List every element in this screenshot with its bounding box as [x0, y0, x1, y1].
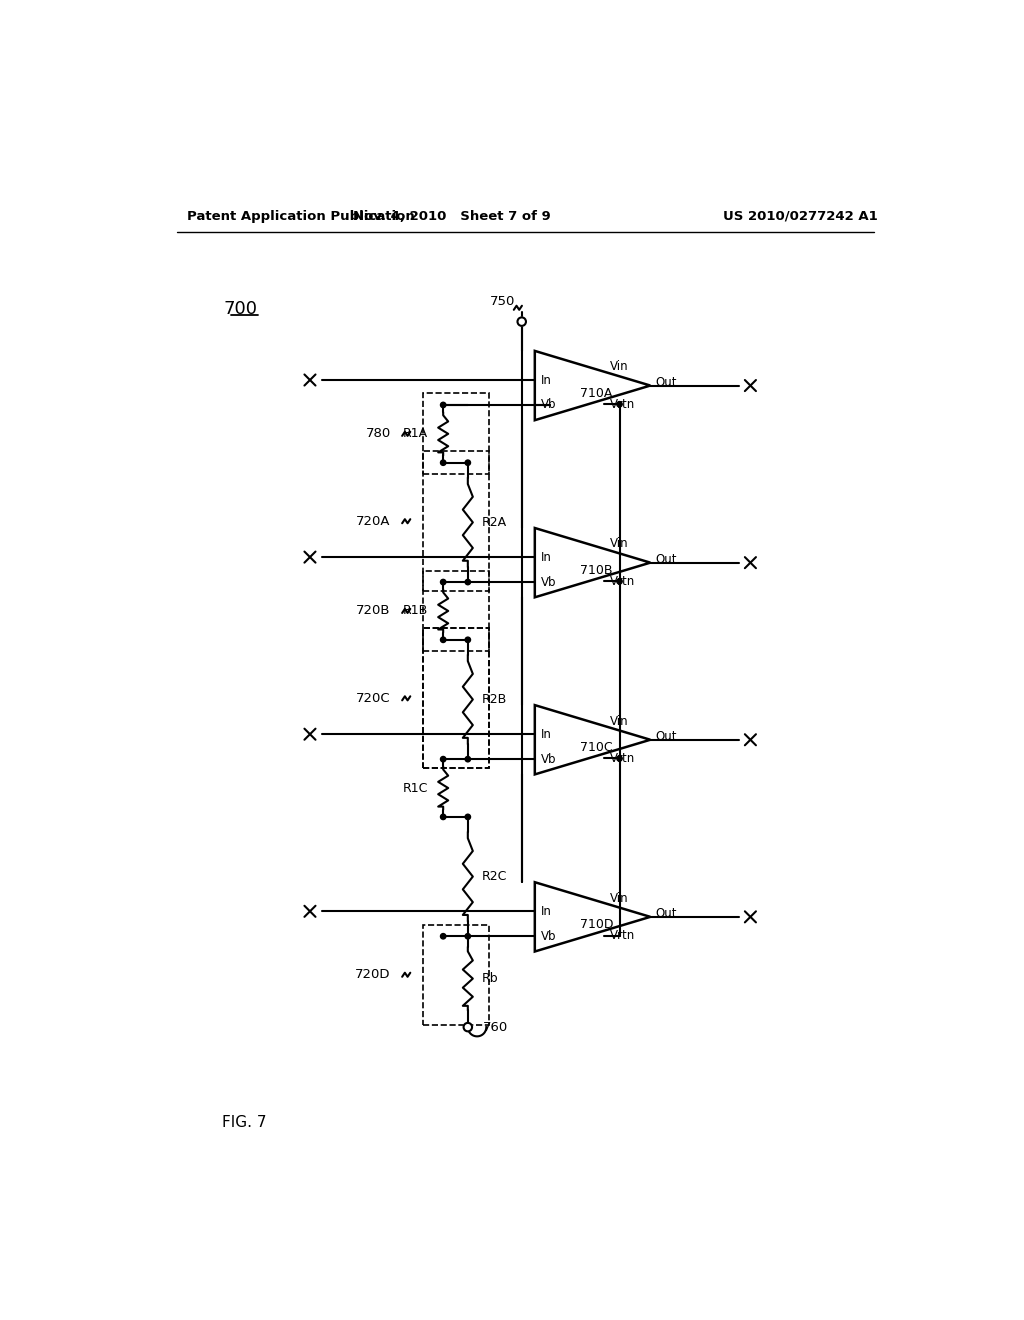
Circle shape — [440, 933, 445, 939]
Circle shape — [465, 579, 470, 585]
Text: Vin: Vin — [609, 537, 628, 550]
Text: Out: Out — [655, 553, 677, 566]
Text: US 2010/0277242 A1: US 2010/0277242 A1 — [723, 210, 878, 223]
Text: Vb: Vb — [541, 576, 556, 589]
Text: 710D: 710D — [580, 917, 613, 931]
Bar — [423, 925, 489, 1024]
Bar — [423, 451, 489, 591]
Circle shape — [616, 401, 623, 407]
Circle shape — [616, 756, 623, 762]
Text: Vin: Vin — [609, 714, 628, 727]
Text: In: In — [541, 374, 552, 387]
Circle shape — [440, 814, 445, 820]
Text: Out: Out — [655, 376, 677, 388]
Circle shape — [440, 579, 445, 585]
Text: R2B: R2B — [481, 693, 507, 706]
Circle shape — [465, 459, 470, 466]
Circle shape — [465, 638, 470, 643]
Circle shape — [464, 1023, 472, 1031]
Text: Out: Out — [655, 907, 677, 920]
Text: Vin: Vin — [609, 891, 628, 904]
Text: Vrtn: Vrtn — [609, 397, 635, 411]
Text: In: In — [541, 727, 552, 741]
Text: 760: 760 — [483, 1020, 509, 1034]
Circle shape — [465, 756, 470, 762]
Bar — [423, 628, 489, 768]
Bar — [423, 570, 489, 651]
Text: 720B: 720B — [356, 605, 391, 618]
Text: FIG. 7: FIG. 7 — [222, 1115, 267, 1130]
Text: Vrtn: Vrtn — [609, 576, 635, 587]
Text: In: In — [541, 550, 552, 564]
Bar — [423, 393, 489, 474]
Text: 710A: 710A — [581, 387, 612, 400]
Circle shape — [440, 403, 445, 408]
Text: 720D: 720D — [355, 969, 391, 981]
Text: 720C: 720C — [356, 692, 391, 705]
Circle shape — [440, 638, 445, 643]
Text: R2C: R2C — [481, 870, 507, 883]
Circle shape — [465, 814, 470, 820]
Text: 710C: 710C — [581, 741, 612, 754]
Circle shape — [517, 317, 526, 326]
Text: R1C: R1C — [402, 781, 428, 795]
Text: Vin: Vin — [609, 360, 628, 374]
Text: 750: 750 — [490, 294, 515, 308]
Text: 720A: 720A — [356, 515, 391, 528]
Text: Vb: Vb — [541, 752, 556, 766]
Text: R1B: R1B — [402, 605, 428, 618]
Circle shape — [465, 933, 470, 939]
Text: Patent Application Publication: Patent Application Publication — [186, 210, 415, 223]
Text: 710B: 710B — [581, 564, 612, 577]
Text: Out: Out — [655, 730, 677, 743]
Text: Nov. 4, 2010   Sheet 7 of 9: Nov. 4, 2010 Sheet 7 of 9 — [353, 210, 551, 223]
Bar — [423, 628, 489, 768]
Circle shape — [440, 459, 445, 466]
Text: In: In — [541, 904, 552, 917]
Text: Vb: Vb — [541, 929, 556, 942]
Text: Vrtn: Vrtn — [609, 752, 635, 766]
Circle shape — [616, 578, 623, 583]
Text: R1A: R1A — [402, 428, 428, 441]
Text: Rb: Rb — [481, 972, 499, 985]
Text: 700: 700 — [223, 300, 258, 318]
Text: Vb: Vb — [541, 399, 556, 412]
Circle shape — [440, 756, 445, 762]
Text: R2A: R2A — [481, 516, 507, 529]
Text: 780: 780 — [366, 428, 391, 441]
Text: Vrtn: Vrtn — [609, 929, 635, 942]
